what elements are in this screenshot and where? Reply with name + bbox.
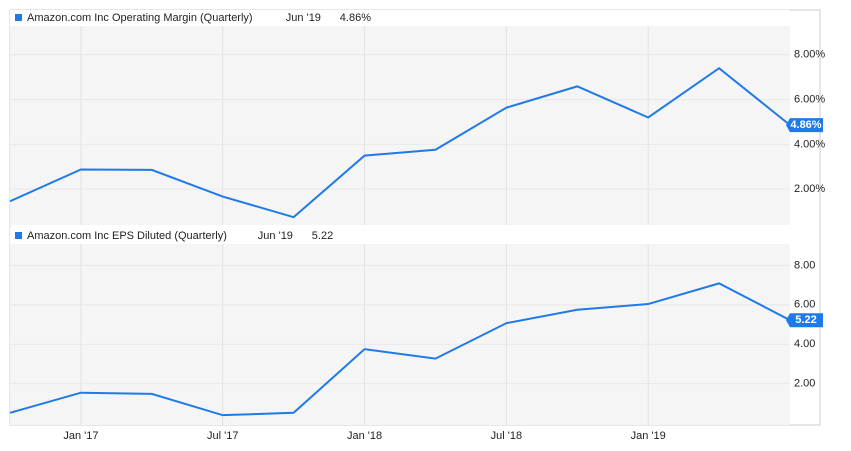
end-tag (786, 313, 823, 328)
x-tick-label: Jul '18 (491, 430, 522, 442)
x-tick-label: Jan '17 (63, 430, 98, 442)
legend-label: Amazon.com Inc Operating Margin (Quarter… (27, 12, 253, 24)
end-tag-label: 4.86% (790, 119, 821, 131)
x-tick-label: Jan '19 (631, 430, 666, 442)
y-tick-label: 8.00 (794, 259, 815, 271)
end-tag-label: 5.22 (795, 314, 816, 326)
data-line (9, 66, 791, 219)
legend-swatch (15, 232, 22, 239)
legend-value: 5.22 (312, 230, 333, 242)
plot-area (10, 228, 790, 425)
legend-date: Jun '19 (286, 12, 321, 24)
header (10, 10, 790, 26)
legend-label: Amazon.com Inc EPS Diluted (Quarterly) (27, 230, 227, 242)
x-tick-label: Jan '18 (347, 430, 382, 442)
y-tick-label: 2.00 (794, 378, 815, 390)
legend-value: 4.86% (340, 12, 371, 24)
x-tick-label: Jul '17 (207, 430, 238, 442)
legend-date: Jun '19 (258, 230, 293, 242)
data-line (9, 282, 791, 417)
y-tick-label: 6.00% (794, 93, 825, 105)
y-tick-label: 8.00% (794, 49, 825, 61)
y-tick-label: 4.00 (794, 338, 815, 350)
header (10, 228, 790, 244)
end-tag (786, 118, 823, 133)
y-tick-label: 2.00% (794, 183, 825, 195)
legend-swatch (15, 14, 22, 21)
y-tick-label: 6.00 (794, 299, 815, 311)
y-tick-label: 4.00% (794, 138, 825, 150)
plot-area (10, 10, 790, 225)
